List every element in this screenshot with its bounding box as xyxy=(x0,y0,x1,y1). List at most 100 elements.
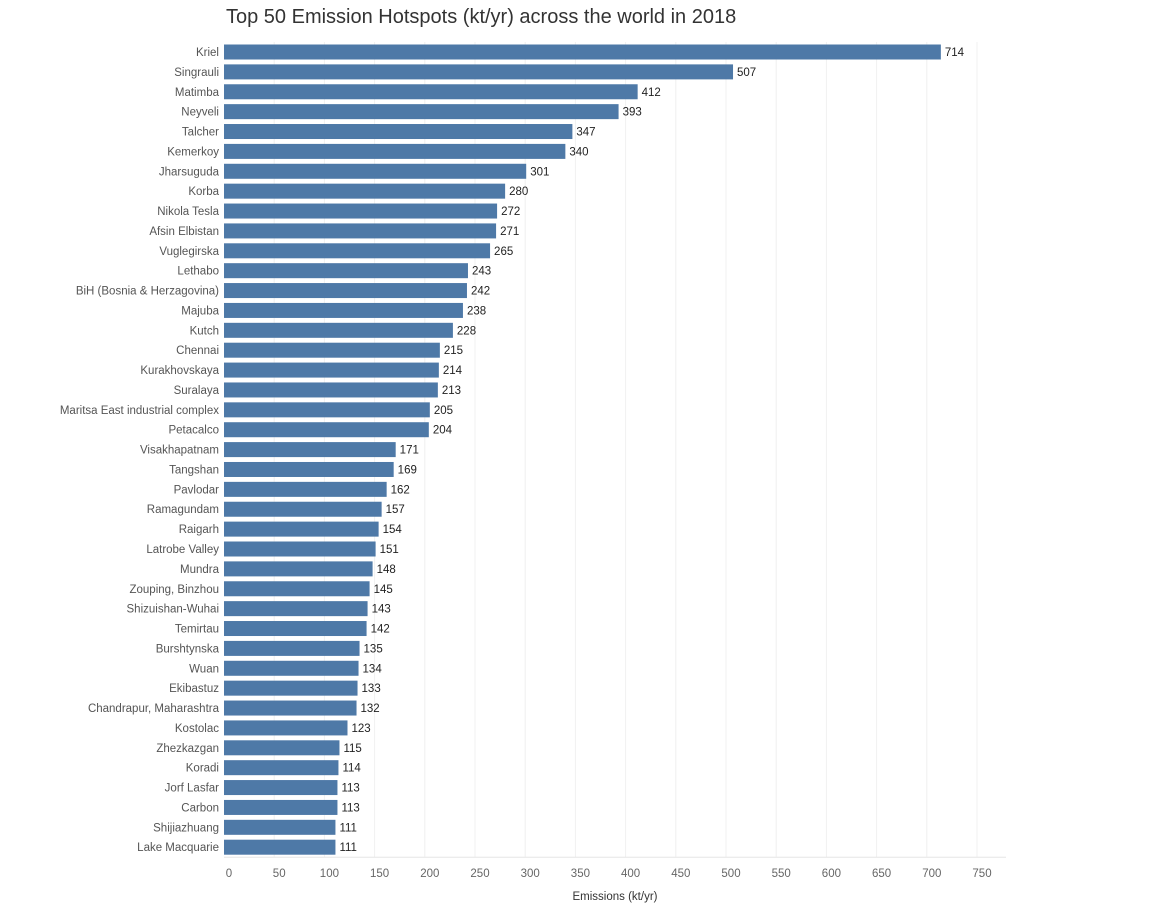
x-tick-label: 550 xyxy=(772,868,791,880)
value-label: 714 xyxy=(945,47,965,59)
x-tick-label: 100 xyxy=(320,868,339,880)
category-label: Lethabo xyxy=(177,266,219,278)
category-label: Matimba xyxy=(175,87,220,99)
x-tick-label: 700 xyxy=(922,868,941,880)
value-label: 507 xyxy=(737,67,756,79)
value-label: 145 xyxy=(374,584,393,596)
x-tick-label: 400 xyxy=(621,868,640,880)
value-label: 133 xyxy=(362,683,381,695)
category-label: Kostolac xyxy=(175,723,219,735)
value-label: 115 xyxy=(343,743,361,755)
value-label: 215 xyxy=(444,345,463,357)
category-label: Suralaya xyxy=(174,385,220,397)
bar xyxy=(224,581,370,597)
category-label: Nikola Tesla xyxy=(157,206,219,218)
bar xyxy=(224,283,467,299)
bar xyxy=(224,223,497,239)
value-label: 134 xyxy=(363,663,383,675)
category-label: Kurakhovskaya xyxy=(140,365,219,377)
value-label: 243 xyxy=(472,266,491,278)
bar xyxy=(224,660,359,676)
category-label: Chennai xyxy=(176,345,219,357)
category-label: Latrobe Valley xyxy=(146,544,219,556)
value-label: 412 xyxy=(642,87,661,99)
category-label: Burshtynska xyxy=(156,643,220,655)
bar xyxy=(224,44,941,60)
category-label: Lake Macquarie xyxy=(137,842,219,854)
bar xyxy=(224,780,338,796)
value-label: 135 xyxy=(364,643,383,655)
value-label: 162 xyxy=(391,484,410,496)
value-label: 169 xyxy=(398,464,417,476)
x-tick-label: 450 xyxy=(671,868,690,880)
x-tick-label: 650 xyxy=(872,868,891,880)
gridlines xyxy=(224,42,1006,858)
category-label: Zhezkazgan xyxy=(156,743,219,755)
category-label: Neyveli xyxy=(181,107,219,119)
bar xyxy=(224,64,734,80)
value-label: 111 xyxy=(339,822,356,834)
category-label: Shizuishan-Wuhai xyxy=(127,604,219,616)
bar xyxy=(224,422,429,438)
bar xyxy=(224,124,573,140)
x-tick-label: 200 xyxy=(420,868,439,880)
value-label: 228 xyxy=(457,325,476,337)
bar xyxy=(224,481,387,497)
bar xyxy=(224,104,619,120)
bar xyxy=(224,621,367,637)
x-tick-label: 250 xyxy=(470,868,489,880)
bar xyxy=(224,183,506,199)
bar xyxy=(224,521,379,537)
bar xyxy=(224,640,360,656)
bar xyxy=(224,720,348,736)
category-label: Jorf Lasfar xyxy=(165,783,219,795)
bar xyxy=(224,760,339,776)
bar xyxy=(224,302,463,318)
x-tick-label: 750 xyxy=(972,868,991,880)
value-label: 280 xyxy=(509,186,528,198)
value-label: 113 xyxy=(341,802,359,814)
category-label: Jharsuguda xyxy=(159,166,220,178)
category-label: Kutch xyxy=(190,325,219,337)
category-label: Ekibastuz xyxy=(169,683,219,695)
bar xyxy=(224,442,396,458)
category-label: BiH (Bosnia & Herzagovina) xyxy=(76,286,219,298)
category-label: Zouping, Binzhou xyxy=(129,584,219,596)
value-label: 132 xyxy=(361,703,380,715)
value-label: 154 xyxy=(383,524,403,536)
bar xyxy=(224,700,357,716)
bar xyxy=(224,342,440,358)
category-label: Raigarh xyxy=(179,524,219,536)
bar xyxy=(224,740,340,756)
value-label: 272 xyxy=(501,206,520,218)
value-label: 143 xyxy=(372,604,391,616)
x-tick-label: 600 xyxy=(822,868,841,880)
value-label: 171 xyxy=(400,445,419,457)
category-label: Koradi xyxy=(186,763,219,775)
category-label: Petacalco xyxy=(168,425,219,437)
value-label: 265 xyxy=(494,246,513,258)
category-label: Pavlodar xyxy=(174,484,220,496)
value-label: 205 xyxy=(434,405,453,417)
category-label: Mundra xyxy=(180,564,220,576)
bar xyxy=(224,402,430,418)
value-label: 213 xyxy=(442,385,461,397)
value-label: 301 xyxy=(530,166,549,178)
category-label: Wuan xyxy=(189,663,219,675)
bar xyxy=(224,243,491,259)
chart-title: Top 50 Emission Hotspots (kt/yr) across … xyxy=(226,6,737,28)
x-axis-ticks: 0 50 100 150 200 250 300 350 400 450 500 550 600 650 7… xyxy=(226,868,992,880)
category-label: Maritsa East industrial complex xyxy=(60,405,219,417)
bar xyxy=(224,382,438,398)
value-label: 151 xyxy=(380,544,399,556)
bar xyxy=(224,839,336,855)
category-label: Afsin Elbistan xyxy=(149,226,219,238)
value-label: 204 xyxy=(433,425,453,437)
value-label: 238 xyxy=(467,305,486,317)
x-tick-label: 150 xyxy=(370,868,389,880)
value-label: 148 xyxy=(377,564,396,576)
x-tick-label: 350 xyxy=(571,868,590,880)
bar xyxy=(224,799,338,815)
